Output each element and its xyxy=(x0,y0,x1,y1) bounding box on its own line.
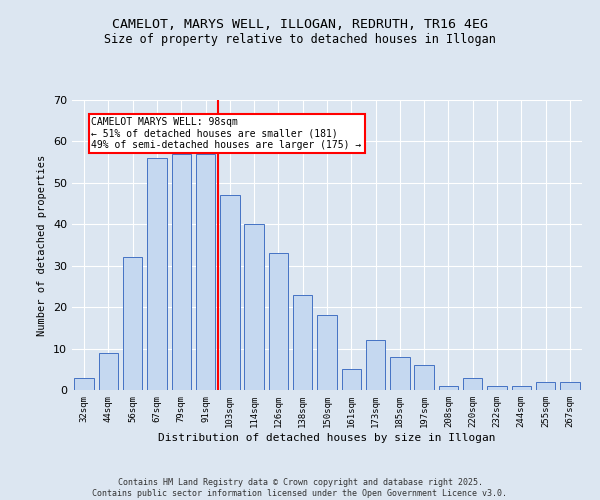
Bar xyxy=(220,196,239,390)
Y-axis label: Number of detached properties: Number of detached properties xyxy=(37,154,47,336)
Bar xyxy=(341,370,361,390)
Text: Contains HM Land Registry data © Crown copyright and database right 2025.
Contai: Contains HM Land Registry data © Crown c… xyxy=(92,478,508,498)
Bar xyxy=(536,382,555,390)
Bar xyxy=(147,158,167,390)
Bar xyxy=(244,224,264,390)
Text: CAMELOT, MARYS WELL, ILLOGAN, REDRUTH, TR16 4EG: CAMELOT, MARYS WELL, ILLOGAN, REDRUTH, T… xyxy=(112,18,488,30)
X-axis label: Distribution of detached houses by size in Illogan: Distribution of detached houses by size … xyxy=(158,432,496,442)
Bar xyxy=(123,258,142,390)
Bar xyxy=(293,294,313,390)
Bar xyxy=(74,378,94,390)
Text: Size of property relative to detached houses in Illogan: Size of property relative to detached ho… xyxy=(104,32,496,46)
Bar xyxy=(172,154,191,390)
Bar xyxy=(415,365,434,390)
Bar xyxy=(463,378,482,390)
Bar xyxy=(439,386,458,390)
Bar xyxy=(317,316,337,390)
Text: CAMELOT MARYS WELL: 98sqm
← 51% of detached houses are smaller (181)
49% of semi: CAMELOT MARYS WELL: 98sqm ← 51% of detac… xyxy=(91,116,362,150)
Bar xyxy=(366,340,385,390)
Bar xyxy=(269,254,288,390)
Bar xyxy=(487,386,507,390)
Bar xyxy=(99,352,118,390)
Bar xyxy=(560,382,580,390)
Bar xyxy=(512,386,531,390)
Bar xyxy=(196,154,215,390)
Bar xyxy=(390,357,410,390)
